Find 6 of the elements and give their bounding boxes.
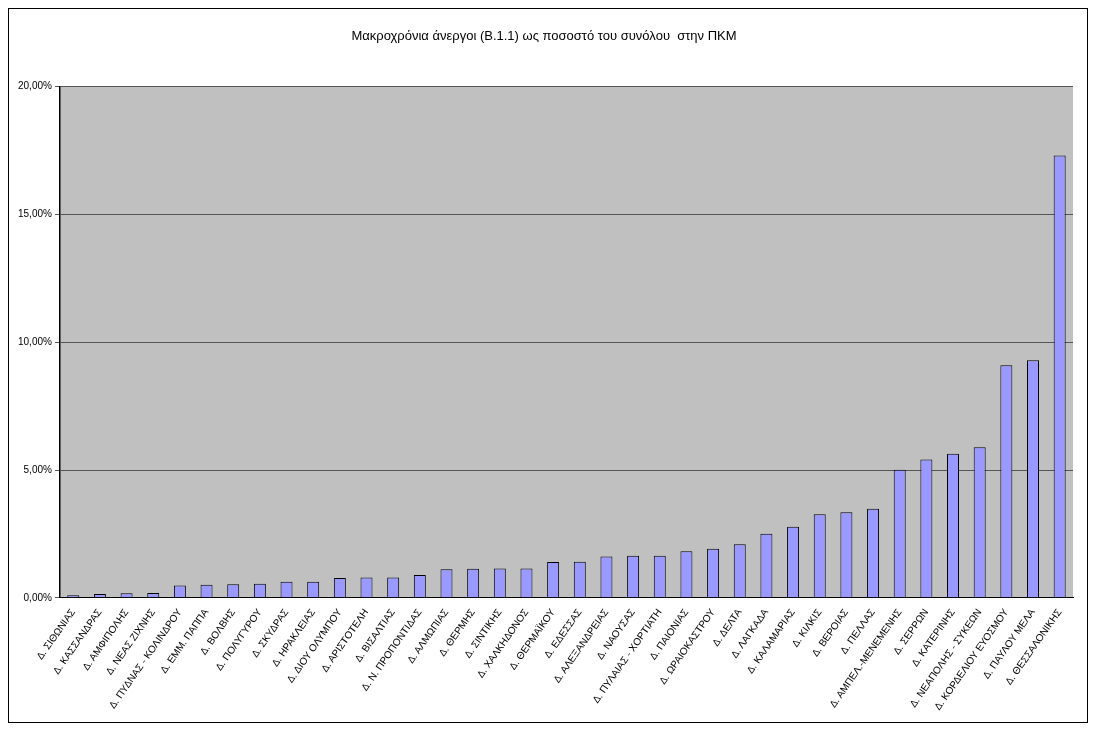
- y-tick-label: 10,00%: [17, 335, 53, 347]
- y-tick-label: 20,00%: [17, 80, 53, 92]
- y-tick-label: 0,00%: [23, 591, 53, 603]
- y-tick-label: 15,00%: [17, 208, 53, 220]
- y-tick-label: 5,00%: [23, 463, 53, 475]
- chart-title: Μακροχρόνια άνεργοι (Β.1.1) ως ποσοστό του συνόλου στην ΠΚΜ: [351, 28, 737, 44]
